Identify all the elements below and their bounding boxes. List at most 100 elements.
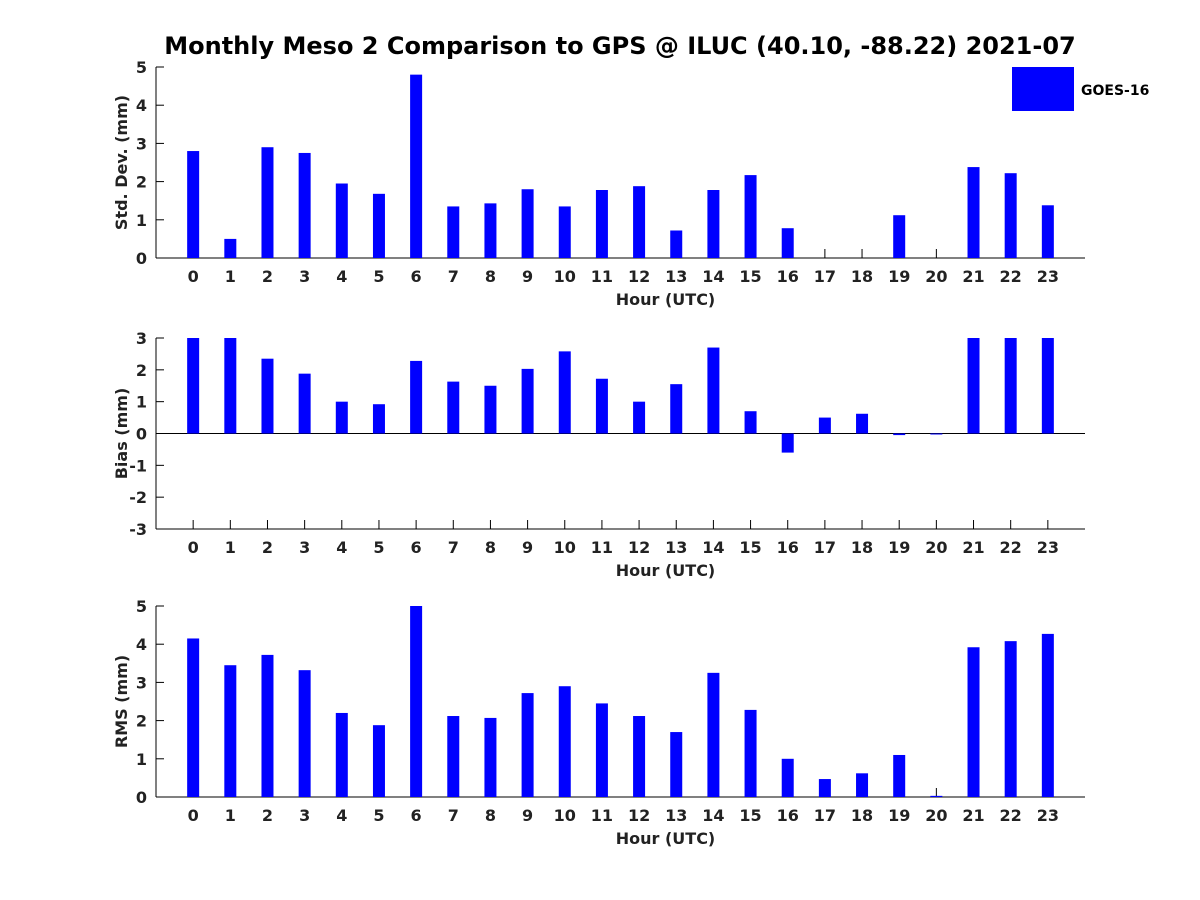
bar-hour-8 xyxy=(484,203,496,258)
x-tick-label: 0 xyxy=(188,267,199,286)
bar-hour-7 xyxy=(447,716,459,797)
bar-hour-0 xyxy=(187,338,199,434)
x-tick-label: 6 xyxy=(411,538,422,557)
x-tick-label: 5 xyxy=(373,538,384,557)
y-tick-label: -3 xyxy=(129,520,147,539)
x-tick-label: 0 xyxy=(188,806,199,825)
bar-hour-3 xyxy=(299,153,311,258)
x-tick-label: 19 xyxy=(888,538,910,557)
x-tick-label: 8 xyxy=(485,806,496,825)
x-tick-label: 10 xyxy=(554,538,576,557)
bar-hour-23 xyxy=(1042,634,1054,797)
chart-title: Monthly Meso 2 Comparison to GPS @ ILUC … xyxy=(164,32,1075,60)
x-tick-label: 16 xyxy=(777,267,799,286)
bar-hour-23 xyxy=(1042,205,1054,258)
x-tick-label: 9 xyxy=(522,267,533,286)
bar-hour-21 xyxy=(968,338,980,434)
x-tick-label: 22 xyxy=(1000,267,1022,286)
bar-hour-2 xyxy=(261,359,273,434)
x-tick-label: 11 xyxy=(591,806,613,825)
x-axis-label: Hour (UTC) xyxy=(616,290,716,309)
bar-hour-9 xyxy=(522,369,534,434)
bar-hour-8 xyxy=(484,386,496,434)
x-tick-label: 7 xyxy=(448,806,459,825)
bar-hour-5 xyxy=(373,194,385,258)
x-tick-label: 10 xyxy=(554,267,576,286)
bar-hour-3 xyxy=(299,374,311,434)
bar-hour-18 xyxy=(856,414,868,434)
bar-hour-9 xyxy=(522,693,534,797)
x-tick-label: 18 xyxy=(851,806,873,825)
bar-hour-14 xyxy=(707,348,719,434)
y-tick-label: 1 xyxy=(136,750,147,769)
bar-hour-12 xyxy=(633,716,645,797)
bar-hour-6 xyxy=(410,75,422,258)
bar-hour-19 xyxy=(893,755,905,797)
x-tick-label: 21 xyxy=(962,267,984,286)
y-tick-label: -1 xyxy=(129,456,147,475)
bar-hour-16 xyxy=(782,228,794,258)
bar-hour-13 xyxy=(670,230,682,258)
bar-hour-5 xyxy=(373,725,385,797)
bar-hour-15 xyxy=(745,710,757,797)
x-tick-label: 3 xyxy=(299,267,310,286)
bar-hour-2 xyxy=(261,655,273,797)
x-tick-label: 17 xyxy=(814,267,836,286)
x-tick-label: 2 xyxy=(262,538,273,557)
bar-hour-17 xyxy=(819,418,831,434)
x-tick-label: 14 xyxy=(702,806,724,825)
y-tick-label: 2 xyxy=(136,173,147,192)
bar-hour-4 xyxy=(336,184,348,258)
bar-hour-21 xyxy=(968,167,980,258)
x-tick-label: 3 xyxy=(299,806,310,825)
bar-hour-20 xyxy=(930,434,942,435)
bar-hour-10 xyxy=(559,206,571,258)
x-tick-label: 9 xyxy=(522,806,533,825)
y-tick-label: 2 xyxy=(136,361,147,380)
bar-hour-16 xyxy=(782,434,794,453)
bar-hour-21 xyxy=(968,647,980,797)
bar-hour-4 xyxy=(336,713,348,797)
x-tick-label: 13 xyxy=(665,806,687,825)
x-tick-label: 11 xyxy=(591,267,613,286)
x-tick-label: 23 xyxy=(1037,806,1059,825)
bar-hour-14 xyxy=(707,673,719,797)
x-tick-label: 16 xyxy=(777,806,799,825)
x-tick-label: 15 xyxy=(739,806,761,825)
x-tick-label: 5 xyxy=(373,267,384,286)
bar-hour-19 xyxy=(893,215,905,258)
y-tick-label: 3 xyxy=(136,134,147,153)
bar-hour-1 xyxy=(224,239,236,258)
x-tick-label: 7 xyxy=(448,538,459,557)
bar-hour-11 xyxy=(596,379,608,434)
y-axis-label: RMS (mm) xyxy=(112,655,131,748)
y-tick-label: 1 xyxy=(136,211,147,230)
x-tick-label: 5 xyxy=(373,806,384,825)
x-tick-label: 23 xyxy=(1037,538,1059,557)
x-tick-label: 11 xyxy=(591,538,613,557)
x-tick-label: 21 xyxy=(962,806,984,825)
y-tick-label: 2 xyxy=(136,712,147,731)
bar-hour-22 xyxy=(1005,338,1017,434)
bar-hour-10 xyxy=(559,351,571,433)
x-tick-label: 20 xyxy=(925,267,947,286)
bar-hour-2 xyxy=(261,147,273,258)
bar-hour-16 xyxy=(782,759,794,797)
x-tick-label: 14 xyxy=(702,267,724,286)
x-tick-label: 14 xyxy=(702,538,724,557)
y-tick-label: 0 xyxy=(136,249,147,268)
bar-hour-13 xyxy=(670,732,682,797)
y-tick-label: -2 xyxy=(129,488,147,507)
legend: GOES-16 xyxy=(1012,67,1149,111)
bar-hour-3 xyxy=(299,670,311,797)
bar-hour-5 xyxy=(373,404,385,433)
y-tick-label: 4 xyxy=(136,96,147,115)
bar-hour-8 xyxy=(484,718,496,797)
x-tick-label: 17 xyxy=(814,806,836,825)
y-tick-label: 3 xyxy=(136,673,147,692)
bar-hour-17 xyxy=(819,779,831,797)
bar-hour-10 xyxy=(559,686,571,797)
legend-swatch xyxy=(1012,67,1074,111)
